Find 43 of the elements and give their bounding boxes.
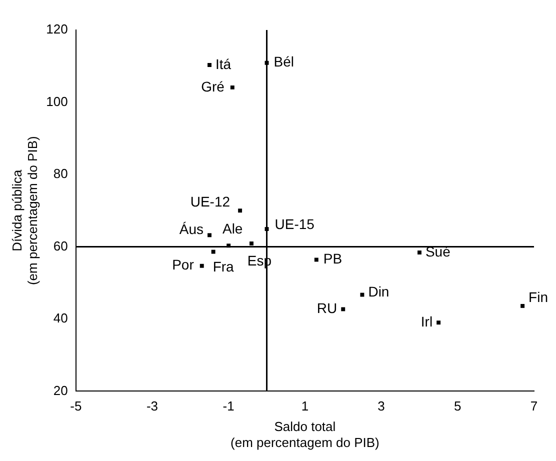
point xyxy=(208,233,212,238)
annotation: Din xyxy=(368,284,390,300)
annotation: Itá xyxy=(216,56,232,72)
x-tick-label: 5 xyxy=(454,398,462,414)
y-tick-label: 120 xyxy=(46,22,68,37)
x-tick-label: -5 xyxy=(70,398,82,414)
y-tick-label: 40 xyxy=(53,310,68,326)
annotation: Gré xyxy=(201,78,225,94)
point xyxy=(436,320,441,325)
y-tick-label: 60 xyxy=(53,238,68,254)
y-tick-label: 100 xyxy=(46,94,68,109)
annotation: Por xyxy=(172,256,194,273)
annotation: Irl xyxy=(420,313,433,330)
y-tick-label: 20 xyxy=(53,382,68,398)
x-axis-title: Saldo total (em percentagem do PIB) xyxy=(230,419,380,450)
x-tick-label: 3 xyxy=(378,398,385,414)
annotation: RU xyxy=(316,300,338,316)
x-tick-label: 1 xyxy=(301,398,309,414)
x-tick-label: -1 xyxy=(222,398,234,414)
annotation: PB xyxy=(323,250,342,267)
point xyxy=(341,307,346,312)
point xyxy=(226,244,231,248)
y-axis-title: Dívida pública (em percentagem do PIB) xyxy=(9,136,40,286)
point xyxy=(211,250,216,254)
annotation: Bél xyxy=(274,54,294,70)
point xyxy=(314,258,318,262)
point xyxy=(417,250,422,254)
annotation: Sué xyxy=(425,243,451,260)
x-tick-label: -3 xyxy=(146,398,158,414)
annotation: Fra xyxy=(212,258,234,275)
point xyxy=(200,264,204,268)
annotation: UE-12 xyxy=(190,193,230,210)
annotation: UE-15 xyxy=(274,216,315,232)
annotation: Fin xyxy=(528,288,548,305)
point xyxy=(238,208,242,213)
point xyxy=(208,63,212,68)
annotation: Áus xyxy=(179,221,204,238)
point xyxy=(520,304,525,308)
point xyxy=(230,85,234,90)
y-tick-label: 80 xyxy=(53,166,68,182)
x-tick-label: 7 xyxy=(530,398,538,414)
annotation: Ale xyxy=(222,220,243,236)
point xyxy=(250,241,254,246)
